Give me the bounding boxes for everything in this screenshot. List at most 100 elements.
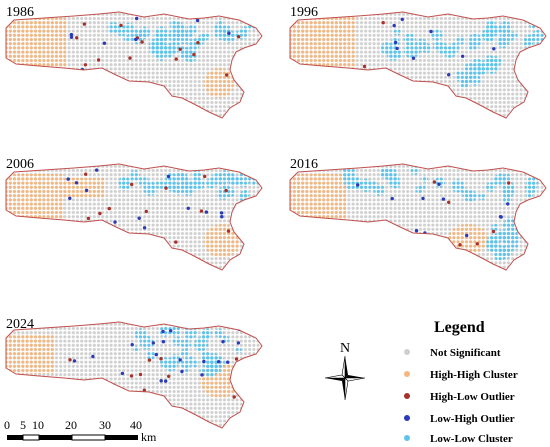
low-high-outlier <box>444 239 448 243</box>
low-low-cluster <box>155 179 167 191</box>
low-low-cluster <box>138 175 149 187</box>
low-high-outlier <box>69 32 74 37</box>
high-low-outlier <box>164 186 168 190</box>
low-low-cluster <box>191 360 199 368</box>
low-high-outlier <box>227 31 231 35</box>
high-low-outlier <box>426 242 430 246</box>
high-low-outlier <box>147 358 152 362</box>
low-high-outlier <box>134 37 138 42</box>
high-low-outlier <box>199 209 204 213</box>
low-low-cluster <box>201 32 210 41</box>
low-low-cluster <box>192 178 205 191</box>
low-high-outlier <box>390 196 394 201</box>
legend-label-low-high: Low-High Outlier <box>430 413 515 425</box>
low-high-outlier <box>441 197 446 201</box>
high-low-outlier <box>491 229 496 234</box>
low-low-cluster <box>148 181 156 189</box>
high-low-outlier <box>142 388 146 392</box>
low-high-outlier <box>226 360 230 364</box>
high-low-outlier <box>239 202 244 206</box>
high-low-outlier <box>234 357 239 361</box>
low-high-outlier <box>411 56 416 60</box>
high-low-outlier <box>225 73 229 77</box>
high-low-outlier <box>224 188 228 193</box>
year-label-2024: 2024 <box>6 317 34 332</box>
low-low-cluster <box>498 26 506 34</box>
low-high-outlier <box>68 196 72 200</box>
high-high-cluster <box>290 174 346 220</box>
low-high-outlier <box>414 229 419 233</box>
high-low-outlier <box>144 209 148 214</box>
high-low-outlier <box>83 63 88 67</box>
high-low-outlier <box>75 36 79 40</box>
year-label-2006: 2006 <box>6 157 34 172</box>
low-high-outlier <box>166 174 171 179</box>
high-low-outlier <box>447 200 451 204</box>
high-low-outlier <box>98 211 102 216</box>
low-high-outlier <box>130 343 134 347</box>
high-high-cluster <box>204 68 234 98</box>
low-low-cluster <box>380 42 394 55</box>
low-high-outlier <box>102 41 107 45</box>
low-high-outlier <box>200 373 204 377</box>
low-low-cluster <box>421 175 429 183</box>
map-panel-1996 <box>289 11 547 119</box>
low-high-outlier <box>120 371 125 376</box>
north-arrow-icon <box>324 355 366 401</box>
low-high-outlier <box>186 206 190 210</box>
low-high-outlier <box>202 359 206 364</box>
low-high-outlier <box>395 46 399 51</box>
low-high-outlier <box>113 220 117 224</box>
low-low-cluster <box>498 245 513 259</box>
low-low-cluster <box>123 35 131 43</box>
high-low-outlier <box>178 47 182 51</box>
low-high-outlier <box>71 93 75 97</box>
low-low-cluster <box>510 233 521 243</box>
map-panel-2006 <box>5 163 263 271</box>
high-low-outlier <box>174 240 178 244</box>
low-low-cluster <box>410 166 420 175</box>
low-low-cluster <box>180 46 189 55</box>
scale-bar-segment <box>39 435 72 440</box>
low-high-outlier <box>142 226 147 230</box>
low-high-outlier <box>84 188 89 193</box>
high-low-outlier <box>203 174 207 179</box>
low-high-outlier <box>137 216 141 220</box>
low-high-outlier <box>461 54 465 58</box>
high-low-outlier <box>68 358 72 362</box>
legend-swatch-low-low <box>404 435 410 441</box>
high-low-outlier <box>140 40 144 44</box>
low-low-cluster <box>139 335 154 350</box>
low-high-outlier <box>421 196 425 201</box>
high-low-outlier <box>435 242 439 246</box>
high-low-outlier <box>159 357 163 361</box>
scale-unit: km <box>141 430 157 444</box>
high-low-outlier <box>232 395 236 399</box>
low-high-outlier <box>492 47 496 51</box>
scale-tick-40: 40 <box>130 418 142 432</box>
low-low-cluster <box>154 42 168 56</box>
low-low-cluster <box>344 177 357 190</box>
high-low-outlier <box>159 401 163 405</box>
high-low-outlier <box>130 182 134 187</box>
high-low-outlier <box>196 41 200 45</box>
low-low-cluster <box>391 48 402 59</box>
high-high-cluster <box>6 174 64 222</box>
low-low-cluster <box>187 38 200 51</box>
high-low-outlier <box>115 386 120 391</box>
low-low-cluster <box>503 190 513 200</box>
low-low-cluster <box>526 177 539 190</box>
low-high-outlier <box>74 181 79 185</box>
low-high-outlier <box>91 354 95 359</box>
scale-bar-segment <box>22 434 40 441</box>
scale-tick-10: 10 <box>32 418 44 432</box>
low-low-cluster <box>180 338 192 350</box>
low-high-outlier <box>499 215 503 219</box>
high-low-outlier <box>86 216 91 221</box>
low-low-cluster <box>181 183 195 196</box>
low-low-cluster <box>226 172 236 183</box>
high-low-outlier <box>66 379 70 383</box>
low-high-outlier <box>221 340 225 344</box>
low-low-cluster <box>132 345 140 353</box>
high-low-outlier <box>128 56 132 60</box>
